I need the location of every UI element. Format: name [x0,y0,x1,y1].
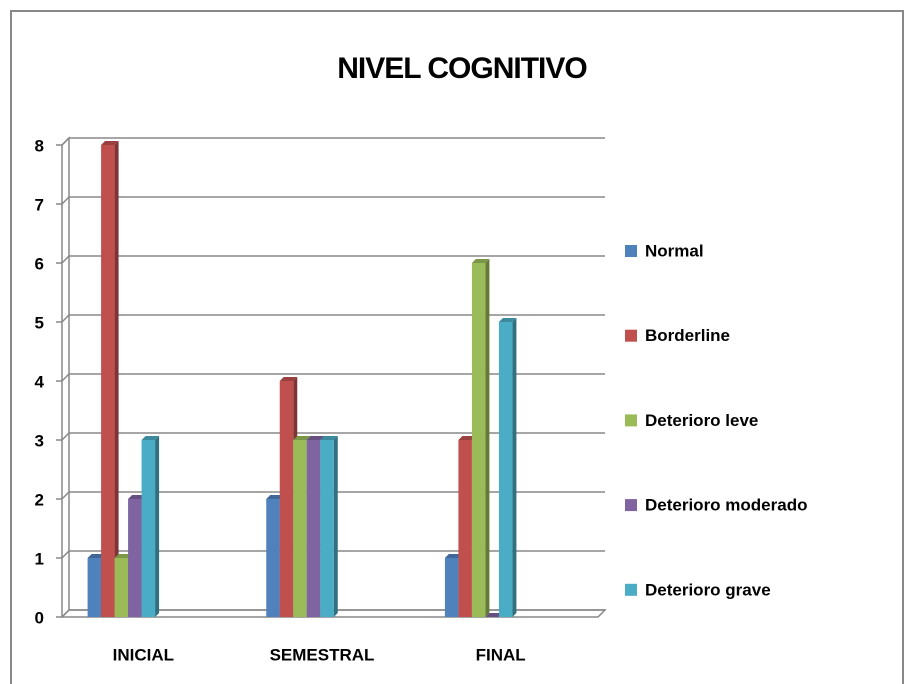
grid-line [61,314,605,323]
bar [87,558,102,617]
bar-side [512,318,517,617]
bar-top [87,554,106,558]
x-tick-label: FINAL [476,645,526,664]
bar-top [128,495,146,499]
y-tick-label: 3 [35,431,44,450]
bar-top [266,495,284,499]
bar-top [306,436,325,440]
bar-top [444,554,463,558]
bar-top [293,436,311,440]
legend-swatch [625,499,637,512]
legend-label: Deterioro moderado [645,496,807,515]
bar [458,440,472,617]
grid-line [61,550,605,559]
x-tick-label: INICIAL [113,645,174,664]
bar [141,440,156,617]
grid-line [61,196,605,205]
y-tick-label: 5 [35,313,44,332]
y-tick-label: 0 [35,608,44,627]
bar [306,440,321,617]
grid-line [61,609,605,618]
y-tick-label: 7 [35,195,44,214]
bar-top [114,554,133,558]
bar [320,440,334,617]
legend-label: Deterioro leve [645,411,758,430]
bar [279,381,294,617]
bar-side [114,141,119,617]
bar-top [320,436,338,440]
bar [498,322,513,617]
bar-top [471,259,490,263]
legend-label: Deterioro grave [645,580,771,599]
bar [444,558,459,617]
grid-line [61,491,605,500]
y-tick-label: 1 [35,549,44,568]
bar [128,499,142,617]
bar-side [333,436,338,617]
y-tick-label: 8 [35,136,44,155]
legend-label: Borderline [645,326,730,345]
legend-swatch [625,583,637,596]
bar-top [141,436,160,440]
legend-swatch [625,329,637,342]
y-tick-label: 4 [35,372,45,391]
bar-side [155,436,160,617]
bar-top [101,141,119,145]
bar-top [498,318,517,322]
bar [101,145,115,617]
bar-top [485,613,503,617]
bar-top [458,436,476,440]
grid-line [61,137,605,146]
legend-swatch [625,245,637,257]
bar [266,499,280,617]
chart-title: NIVEL COGNITIVO [337,52,587,85]
grid-line [61,432,605,441]
x-tick-label: SEMESTRAL [270,645,375,664]
grid-line [61,255,605,264]
y-tick-label: 2 [35,490,44,509]
legend-swatch [625,414,637,427]
bar [114,558,129,617]
bar [293,440,307,617]
grid-line [61,373,605,382]
y-tick-label: 6 [35,254,44,273]
bar-side [485,259,490,617]
legend-label: Normal [645,241,704,260]
bar [471,263,486,617]
bar-top [279,377,298,381]
